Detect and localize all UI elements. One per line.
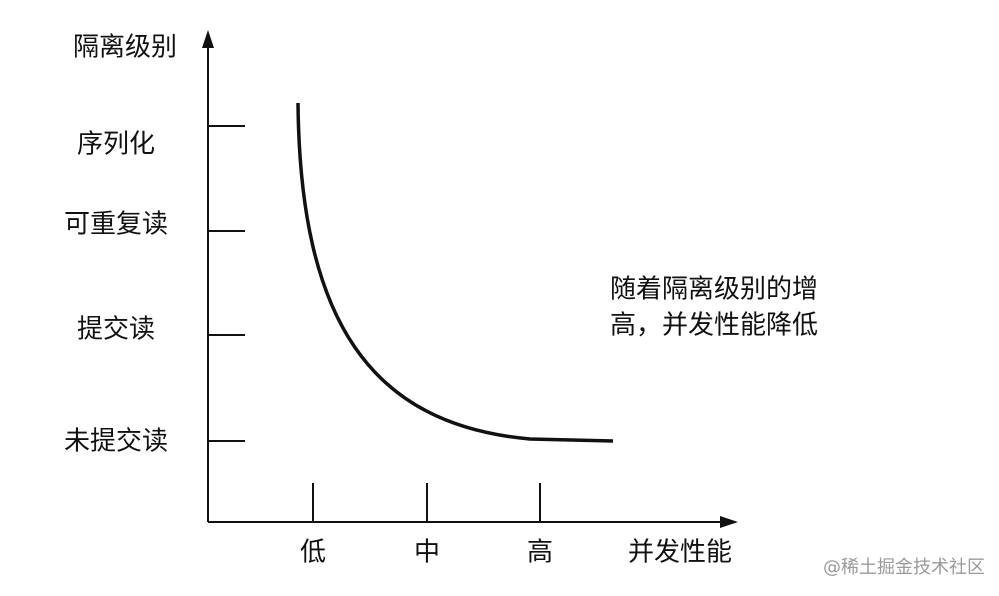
y-category: 未提交读	[64, 427, 168, 457]
annotation-line: 随着隔离级别的增	[610, 275, 818, 305]
watermark: @稀土掘金技术社区	[823, 557, 985, 578]
trend-curve	[296, 102, 614, 443]
y-category: 序列化	[77, 130, 155, 160]
x-arrow	[720, 516, 738, 528]
x-category: 中	[414, 538, 440, 568]
x-category: 高	[527, 538, 553, 568]
annotation-line: 高，并发性能降低	[610, 311, 818, 341]
x-axis-label: 并发性能	[628, 538, 732, 568]
y-category: 可重复读	[64, 210, 168, 240]
y-category: 提交读	[77, 315, 155, 345]
y-arrow	[202, 30, 214, 48]
y-axis-label: 隔离级别	[73, 33, 177, 63]
x-category: 低	[300, 538, 326, 568]
